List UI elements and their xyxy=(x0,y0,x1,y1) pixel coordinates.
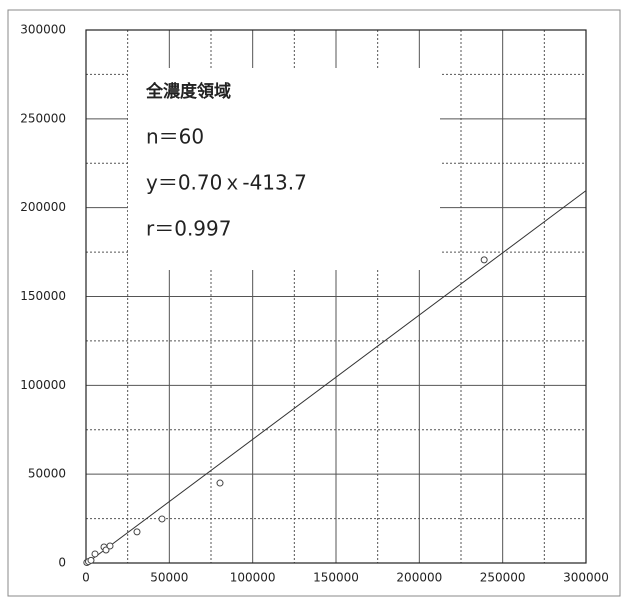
x-tick-label: 300000 xyxy=(563,571,609,585)
point xyxy=(158,515,166,523)
point xyxy=(480,256,488,264)
point xyxy=(133,528,141,536)
point xyxy=(102,546,110,554)
annotation-box xyxy=(128,68,440,270)
annotation: 全濃度領域 xyxy=(145,81,231,102)
point xyxy=(91,550,99,558)
x-tick-label: 250000 xyxy=(480,571,526,585)
x-tick-label: 200000 xyxy=(396,571,442,585)
x-tick-label: 50000 xyxy=(150,571,188,585)
plot-border xyxy=(85,29,587,564)
point xyxy=(106,542,114,550)
y-tick-label: 50000 xyxy=(28,467,66,481)
x-tick-label: 0 xyxy=(82,571,90,585)
y-tick-label: 250000 xyxy=(20,111,66,125)
point xyxy=(216,479,224,487)
y-tick-label: 300000 xyxy=(20,23,66,37)
annotation: n＝60 xyxy=(146,125,204,149)
annotation: y＝0.70ｘ-413.7 xyxy=(146,171,307,195)
x-tick-label: 100000 xyxy=(230,571,276,585)
point xyxy=(87,556,95,564)
x-tick-label: 150000 xyxy=(313,571,359,585)
y-tick-label: 150000 xyxy=(20,289,66,303)
y-tick-label: 200000 xyxy=(20,200,66,214)
y-tick-label: 0 xyxy=(58,556,66,570)
annotation: r＝0.997 xyxy=(146,217,231,241)
fit-line xyxy=(85,190,587,565)
y-tick-label: 100000 xyxy=(20,378,66,392)
